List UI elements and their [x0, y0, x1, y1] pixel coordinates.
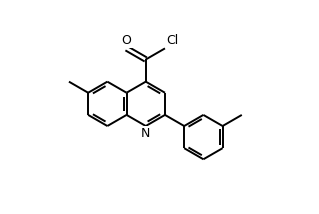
Text: Cl: Cl [166, 34, 178, 47]
Text: N: N [141, 127, 151, 140]
Text: O: O [122, 34, 131, 47]
